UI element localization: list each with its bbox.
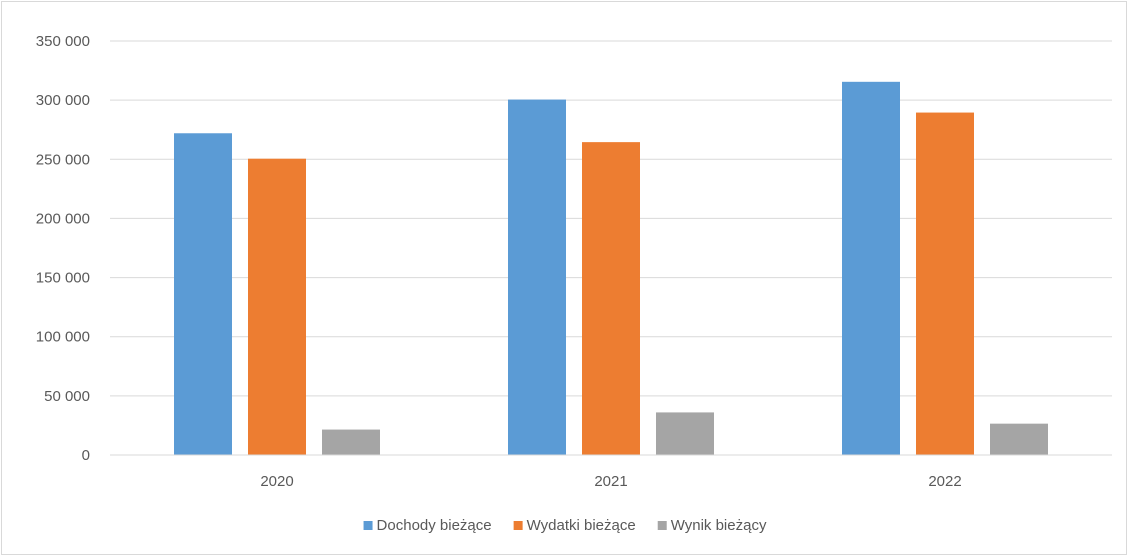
bar-wynik-bieżący-2021 (656, 412, 714, 455)
bar-dochody-bieżące-2022 (842, 81, 900, 456)
bar-wynik-bieżący-2020 (322, 429, 380, 455)
bar-wynik-bieżący-2022 (990, 423, 1048, 455)
bar-wydatki-bieżące-2022 (916, 112, 974, 455)
x-tick-label: 2022 (928, 473, 961, 490)
bar-wydatki-bieżące-2020 (248, 158, 306, 456)
legend-label: Dochody bieżące (377, 517, 492, 534)
y-tick-label: 100 000 (36, 329, 90, 346)
y-tick-label: 200 000 (36, 210, 90, 227)
bar-wydatki-bieżące-2021 (582, 142, 640, 456)
legend-swatch (363, 521, 373, 530)
y-tick-label: 150 000 (36, 270, 90, 287)
legend-label: Wynik bieżący (671, 517, 767, 534)
bars (174, 81, 1048, 456)
x-tick-label: 2021 (594, 473, 627, 490)
y-tick-label: 0 (82, 447, 90, 464)
x-axis-tick-labels: 2020 2021 2022 (260, 473, 961, 490)
y-tick-label: 250 000 (36, 151, 90, 168)
legend: Dochody bieżące Wydatki bieżące Wynik bież… (363, 517, 767, 534)
y-axis-tick-labels: 0 50 000 100 000 150 000 200 000 250 000 300 0… (36, 33, 90, 464)
bar-dochody-bieżące-2021 (508, 99, 566, 456)
y-tick-label: 50 000 (44, 388, 90, 405)
legend-swatch (513, 521, 523, 530)
y-tick-label: 300 000 (36, 92, 90, 109)
x-tick-label: 2020 (260, 473, 293, 490)
legend-label: Wydatki bieżące (527, 517, 636, 534)
legend-swatch (657, 521, 667, 530)
y-tick-label: 350 000 (36, 33, 90, 50)
bar-dochody-bieżące-2020 (174, 133, 232, 455)
